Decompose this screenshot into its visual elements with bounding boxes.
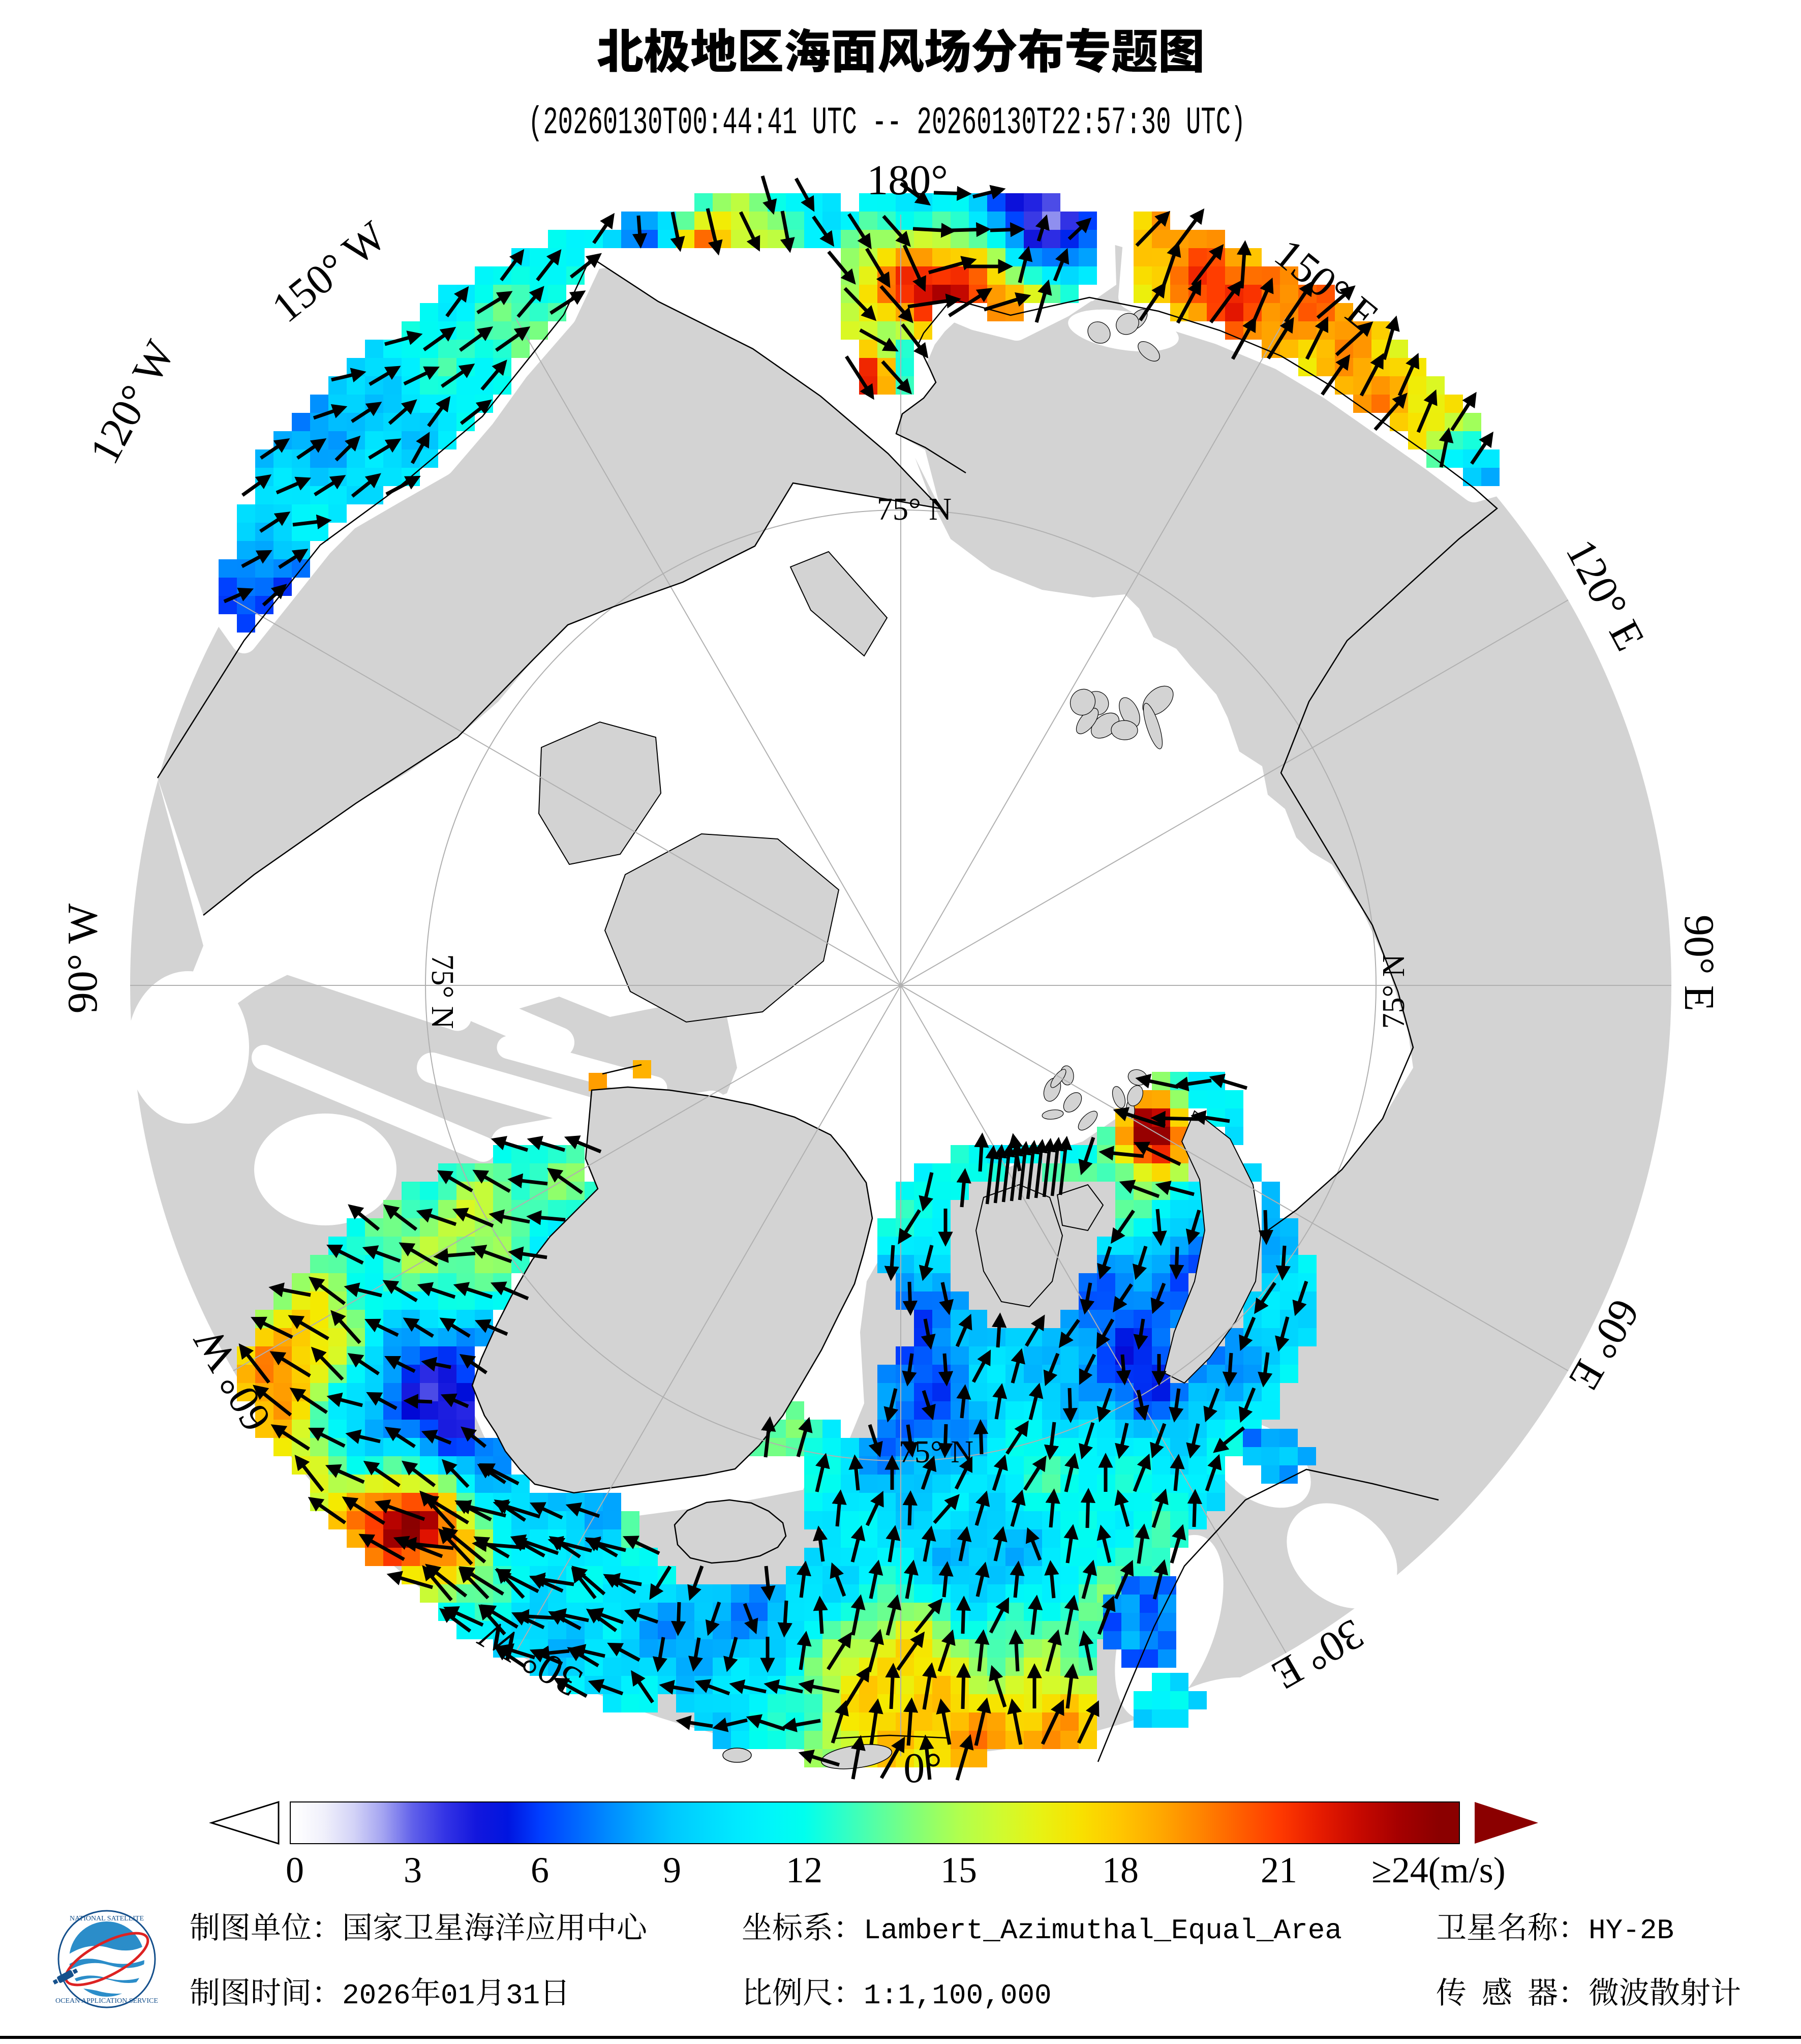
svg-text:1:1,100,000: 1:1,100,000 [864, 1979, 1052, 2012]
svg-text:90° W: 90° W [59, 903, 106, 1013]
svg-text:75° N: 75° N [425, 954, 460, 1029]
svg-text:3: 3 [404, 1850, 422, 1890]
svg-text:NATIONAL SATELLITE: NATIONAL SATELLITE [70, 1915, 144, 1922]
svg-text:(20260130T00:44:41 UTC -- 2026: (20260130T00:44:41 UTC -- 20260130T22:57… [528, 102, 1246, 145]
svg-text:01: 01 [441, 1979, 475, 2012]
svg-text:18: 18 [1102, 1850, 1139, 1890]
svg-text:0°: 0° [903, 1745, 942, 1792]
svg-text:Lambert_Azimuthal_Equal_Area: Lambert_Azimuthal_Equal_Area [864, 1914, 1342, 1947]
svg-text:75° N: 75° N [877, 492, 952, 527]
svg-text:180°: 180° [867, 157, 948, 204]
svg-text:15: 15 [940, 1850, 977, 1890]
svg-text:31: 31 [506, 1979, 540, 2012]
svg-text:OCEAN APPLICATION SERVICE: OCEAN APPLICATION SERVICE [55, 1997, 158, 2005]
svg-text:6: 6 [531, 1850, 549, 1890]
svg-text:HY-2B: HY-2B [1589, 1914, 1674, 1947]
svg-text:≥24(m/s): ≥24(m/s) [1371, 1850, 1506, 1890]
svg-text:75° N: 75° N [1377, 954, 1411, 1029]
svg-text:12: 12 [786, 1850, 822, 1890]
svg-text:21: 21 [1261, 1850, 1297, 1890]
svg-text:75° N: 75° N [899, 1435, 973, 1469]
svg-text:9: 9 [663, 1850, 681, 1890]
svg-text:2026: 2026 [342, 1979, 410, 2012]
svg-text:90° E: 90° E [1675, 915, 1723, 1011]
svg-text:0: 0 [286, 1850, 304, 1890]
